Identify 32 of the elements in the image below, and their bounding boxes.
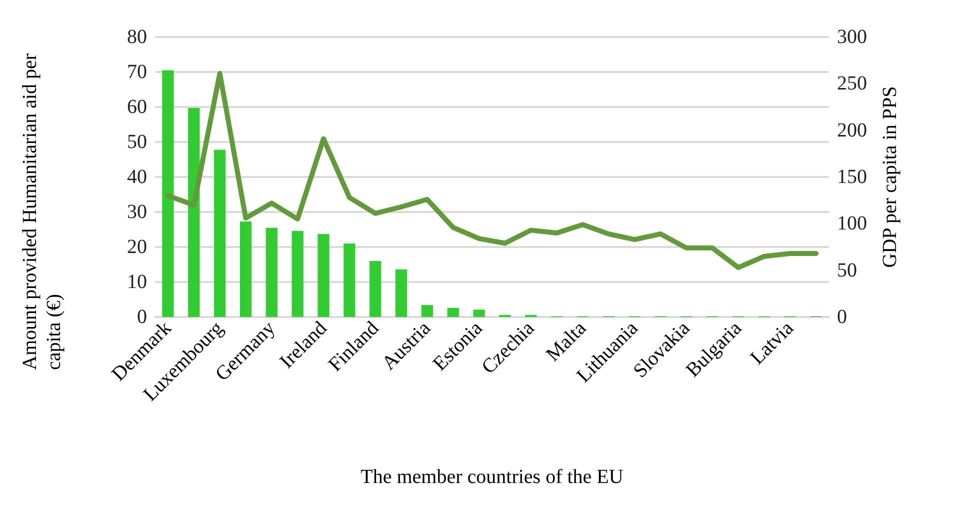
y2-tick-label: 100 [837,212,867,235]
bar [447,308,459,317]
y-tick-label: 50 [127,131,147,153]
y-tick-label: 0 [137,306,147,328]
y2-tick-label: 250 [837,72,867,95]
bar [473,310,485,317]
y-tick-label: 30 [127,201,147,223]
y-tick-label: 10 [127,271,147,293]
bar [292,230,304,317]
y2-axis-title: GDP per capita in PPS [878,86,901,268]
bar [214,150,226,317]
bar [188,108,200,317]
x-axis-title: The member countries of the EU [360,466,624,488]
bar [240,221,252,317]
bar [318,234,330,317]
y-axis-title: Amount provided Humanitarian aid per capita (€) [19,48,65,370]
y-tick-label: 40 [127,166,147,188]
y-tick-label: 20 [127,236,147,258]
y2-tick-label: 150 [837,166,867,188]
y-tick-label: 60 [127,96,147,118]
bar [266,228,278,317]
bar [344,244,356,317]
bar [421,305,434,317]
y2-tick-label: 0 [837,306,847,328]
bar [370,261,382,317]
bar [162,70,174,317]
y2-tick-label: 200 [837,119,867,142]
y2-tick-label: 300 [837,26,867,48]
y2-tick-label: 50 [837,259,857,282]
y-tick-label: 80 [127,26,147,48]
y-tick-label: 70 [127,61,147,83]
bar [395,269,408,317]
